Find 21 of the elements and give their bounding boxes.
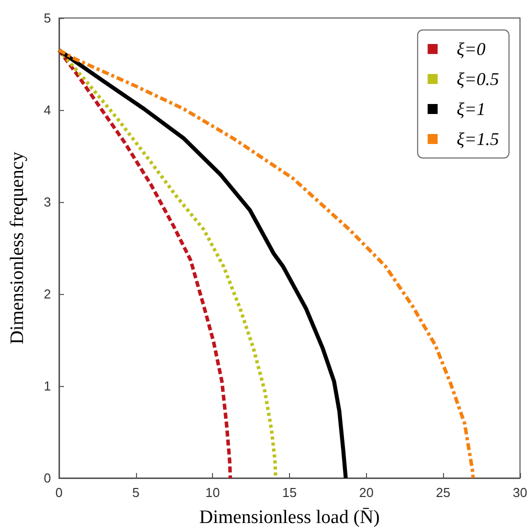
x-tick-label: 5: [132, 485, 140, 500]
x-tick-label: 30: [512, 485, 528, 500]
y-axis-title: Dimensionless frequency: [7, 151, 28, 344]
line-series: [57, 48, 348, 480]
x-tick-label: 20: [359, 485, 374, 500]
x-tick-label: 10: [205, 485, 220, 500]
legend-label: ξ=1.5: [456, 129, 500, 149]
legend-label: ξ=0: [456, 39, 486, 59]
x-tick-label: 25: [436, 485, 450, 500]
x-tick-label: 15: [282, 485, 297, 500]
y-tick-label: 3: [44, 194, 51, 210]
y-tick-label: 1: [44, 378, 51, 394]
legend-label: ξ=0.5: [456, 69, 500, 89]
y-tick-label: 2: [44, 286, 51, 302]
legend-label: ξ=1: [456, 99, 486, 119]
y-tick-label: 5: [44, 10, 51, 26]
x-tick-label: 0: [55, 485, 63, 500]
y-tick-label: 0: [44, 470, 51, 486]
x-axis-title: Dimensionless load (N̄): [199, 507, 380, 528]
y-tick-label: 4: [44, 102, 51, 118]
line-series: [57, 48, 232, 480]
